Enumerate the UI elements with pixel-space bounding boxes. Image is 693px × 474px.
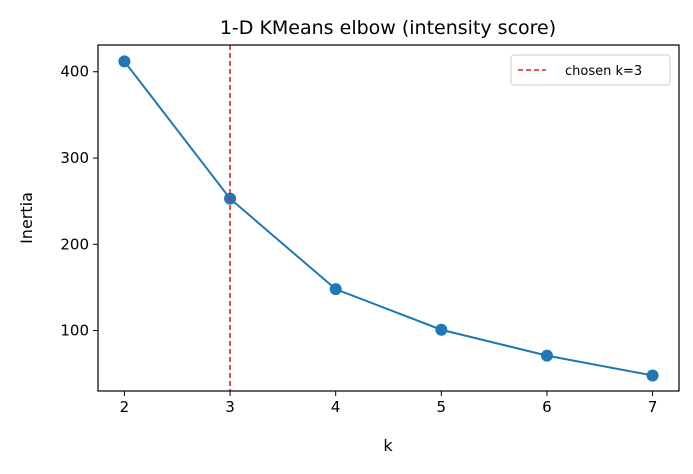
chart-title: 1-D KMeans elbow (intensity score): [220, 17, 556, 39]
x-tick-label: 3: [225, 398, 235, 416]
plot-area: 2 3 4 5 6 7 100 200 300 400: [60, 45, 659, 416]
data-point: [118, 55, 131, 68]
y-tick-label: 100: [60, 322, 89, 340]
x-tick-label: 5: [437, 398, 447, 416]
data-point: [329, 283, 342, 296]
y-axis-label: Inertia: [17, 192, 36, 244]
legend: chosen k=3: [510, 54, 671, 86]
data-point: [646, 369, 659, 382]
legend-label: chosen k=3: [565, 64, 642, 79]
y-tick-label: 400: [60, 63, 89, 81]
axes-frame: [97, 44, 680, 392]
y-tick-label: 300: [60, 149, 89, 167]
x-tick-label: 6: [542, 398, 552, 416]
data-point: [540, 349, 553, 362]
series-line: [123, 60, 653, 377]
x-axis-label: k: [383, 436, 393, 455]
x-tick-label: 2: [120, 398, 130, 416]
legend-box: [510, 54, 671, 86]
data-point: [435, 323, 448, 336]
x-tick-label: 4: [331, 398, 341, 416]
y-tick-label: 200: [60, 235, 89, 253]
x-tick-label: 7: [648, 398, 658, 416]
